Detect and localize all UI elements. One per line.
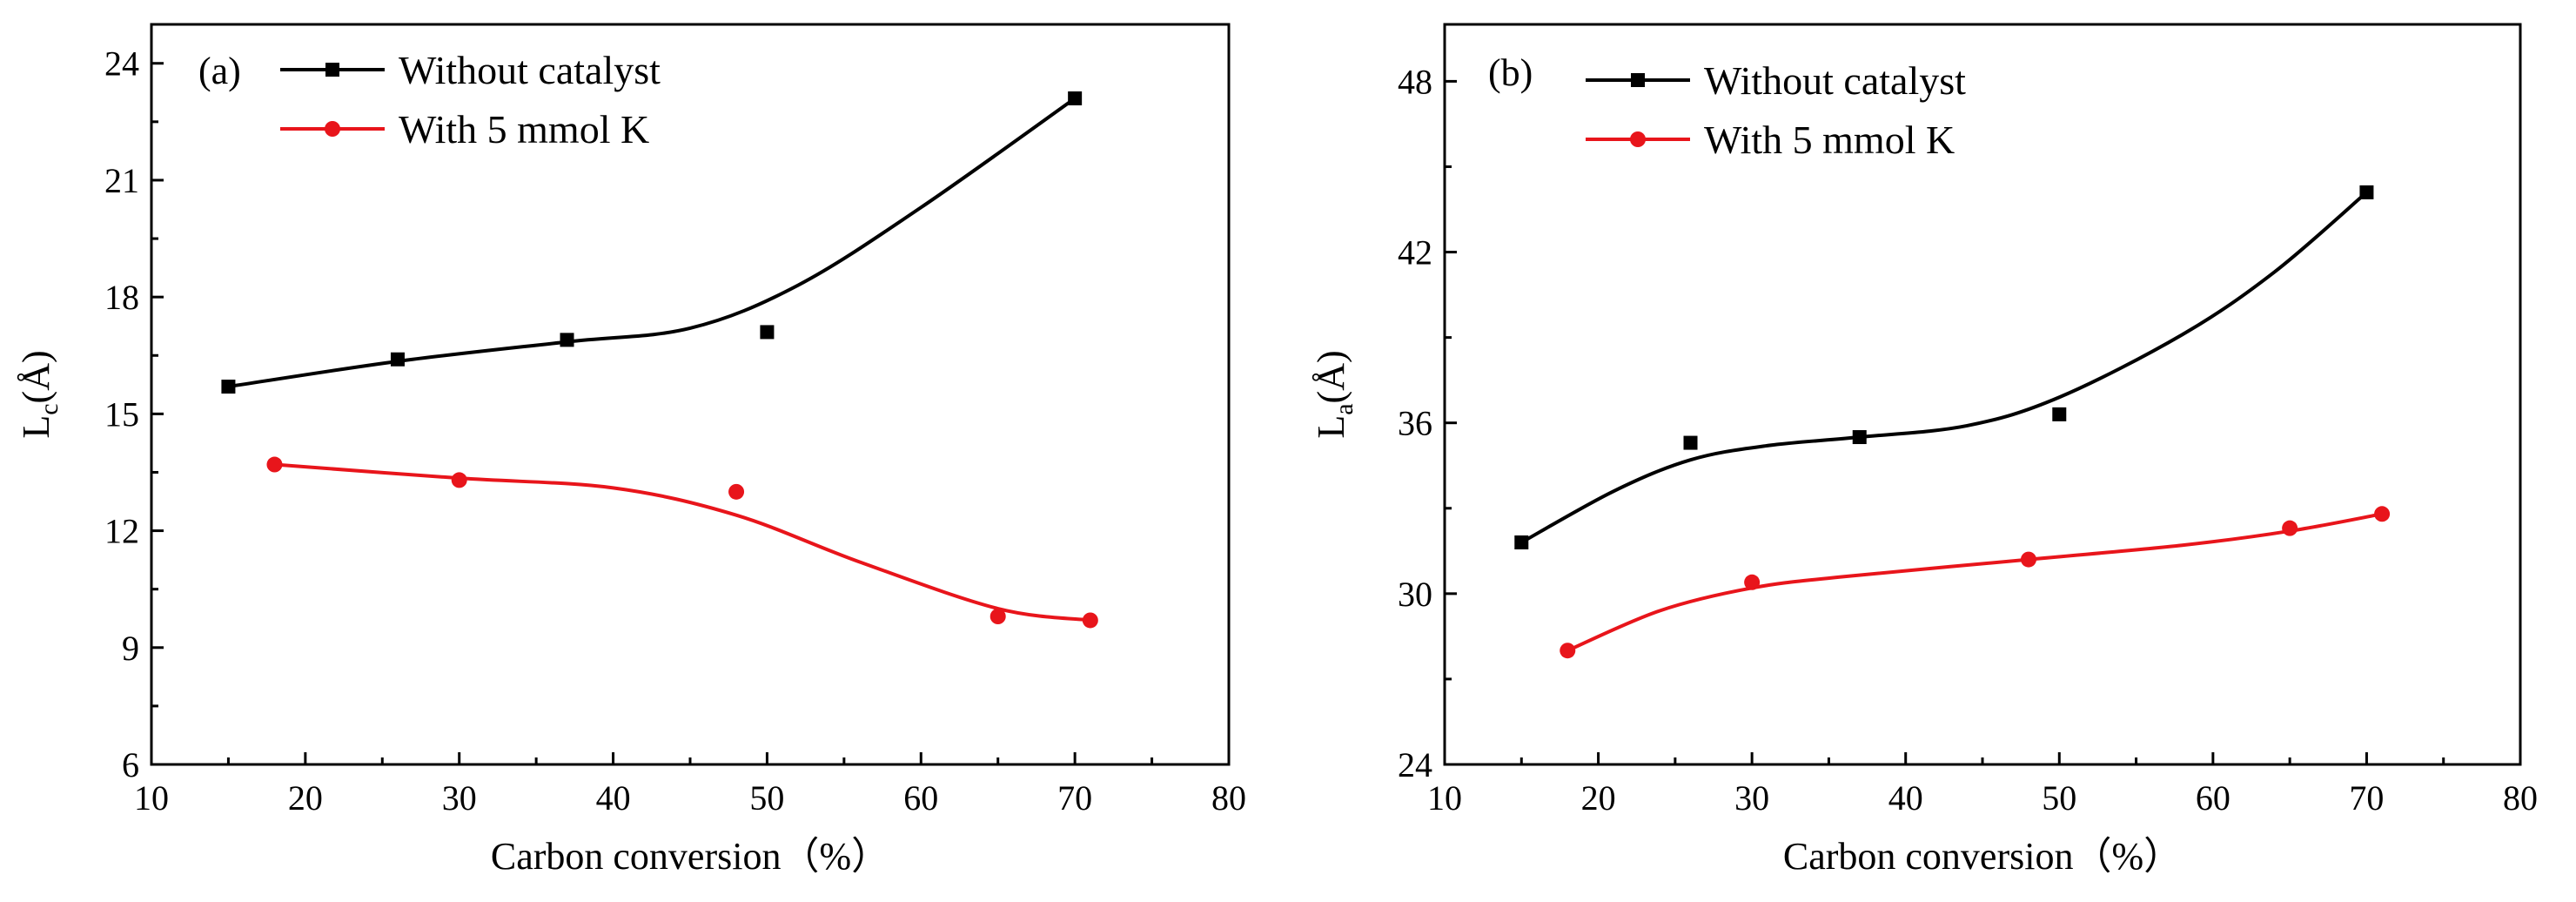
y-tick-label: 18 bbox=[104, 278, 139, 317]
data-point bbox=[1560, 643, 1576, 659]
series-line-without-catalyst bbox=[228, 97, 1077, 389]
data-point bbox=[266, 456, 283, 473]
panel-label: (b) bbox=[1488, 51, 1533, 94]
data-point bbox=[2374, 506, 2391, 522]
legend-marker bbox=[1631, 73, 1645, 87]
y-axis-title: Lc(Å) bbox=[15, 350, 64, 438]
data-point bbox=[1683, 435, 1698, 450]
y-tick-label: 48 bbox=[1398, 62, 1432, 101]
y-axis-title-unit: (Å) bbox=[1310, 350, 1352, 403]
y-tick-label: 24 bbox=[104, 44, 139, 84]
legend-label: With 5 mmol K bbox=[1704, 118, 1955, 162]
plot-frame bbox=[150, 23, 1231, 766]
panel-a: 10 20 30 40 50 60 70 80 6 9 12 15 18 21 24 Carbon conve… bbox=[15, 23, 1246, 878]
y-axis-title-main: L bbox=[1310, 415, 1352, 439]
y-axis-title-subscript: a bbox=[1330, 403, 1358, 414]
panel-label: (a) bbox=[198, 50, 241, 92]
x-tick-label: 60 bbox=[2196, 778, 2231, 818]
y-axis-title-unit: (Å) bbox=[15, 350, 57, 403]
y-tick-label: 15 bbox=[104, 394, 139, 434]
x-tick-label: 40 bbox=[1888, 778, 1923, 818]
x-axis-title: Carbon conversion（%） bbox=[1783, 835, 2182, 878]
data-point bbox=[760, 325, 775, 340]
data-point bbox=[2282, 520, 2298, 536]
x-tick-label: 70 bbox=[2349, 778, 2384, 818]
legend-marker bbox=[325, 63, 339, 77]
y-tick-label: 42 bbox=[1398, 233, 1432, 273]
legend-marker bbox=[325, 121, 340, 137]
legend-marker bbox=[1630, 131, 1646, 147]
x-tick-label: 20 bbox=[1581, 778, 1616, 818]
data-point bbox=[2052, 407, 2067, 421]
panel-b: 10 20 30 40 50 60 70 80 24 30 36 42 48 Carbon convers… bbox=[1310, 23, 2538, 878]
data-point bbox=[728, 483, 745, 500]
data-point bbox=[989, 609, 1006, 624]
data-point bbox=[390, 352, 405, 367]
data-point bbox=[1852, 430, 1867, 445]
x-tick-label: 20 bbox=[288, 778, 323, 818]
legend-label: Without catalyst bbox=[1704, 58, 1966, 103]
series-line-with-5-mmol-k bbox=[274, 462, 1091, 623]
data-point bbox=[1068, 91, 1083, 105]
x-tick-label: 10 bbox=[134, 778, 169, 818]
data-point bbox=[1744, 574, 1761, 590]
data-point bbox=[2020, 551, 2036, 568]
legend-label: With 5 mmol K bbox=[399, 107, 649, 151]
legend-label: Without catalyst bbox=[399, 48, 661, 92]
series-line-with-5-mmol-k bbox=[1566, 512, 2383, 653]
x-tick-label: 60 bbox=[903, 778, 938, 818]
x-tick-label: 30 bbox=[1734, 778, 1769, 818]
x-tick-label: 80 bbox=[1211, 778, 1246, 818]
data-point bbox=[451, 472, 467, 488]
data-point bbox=[221, 380, 236, 394]
y-axis-title-subscript: c bbox=[35, 403, 64, 414]
y-tick-label: 12 bbox=[104, 512, 139, 551]
x-tick-label: 80 bbox=[2503, 778, 2538, 818]
x-tick-label: 70 bbox=[1057, 778, 1092, 818]
data-point bbox=[1082, 612, 1098, 629]
x-axis-title: Carbon conversion（%） bbox=[491, 835, 889, 878]
y-tick-label: 24 bbox=[1398, 745, 1432, 784]
plot-frame bbox=[1443, 23, 2522, 766]
x-tick-label: 40 bbox=[596, 778, 631, 818]
data-point bbox=[2359, 185, 2374, 199]
data-point bbox=[1514, 535, 1529, 549]
x-tick-label: 50 bbox=[2042, 778, 2076, 818]
y-tick-label: 6 bbox=[122, 745, 139, 784]
data-point bbox=[560, 333, 574, 347]
y-tick-label: 21 bbox=[104, 161, 139, 200]
y-tick-label: 9 bbox=[122, 629, 139, 668]
y-axis-title-main: L bbox=[15, 415, 57, 439]
x-tick-label: 10 bbox=[1427, 778, 1462, 818]
y-tick-label: 30 bbox=[1398, 575, 1432, 614]
x-tick-label: 30 bbox=[442, 778, 477, 818]
y-tick-label: 36 bbox=[1398, 404, 1432, 443]
series-line-without-catalyst bbox=[1520, 191, 2368, 544]
y-axis-title: La(Å) bbox=[1310, 350, 1358, 438]
x-tick-label: 50 bbox=[749, 778, 784, 818]
